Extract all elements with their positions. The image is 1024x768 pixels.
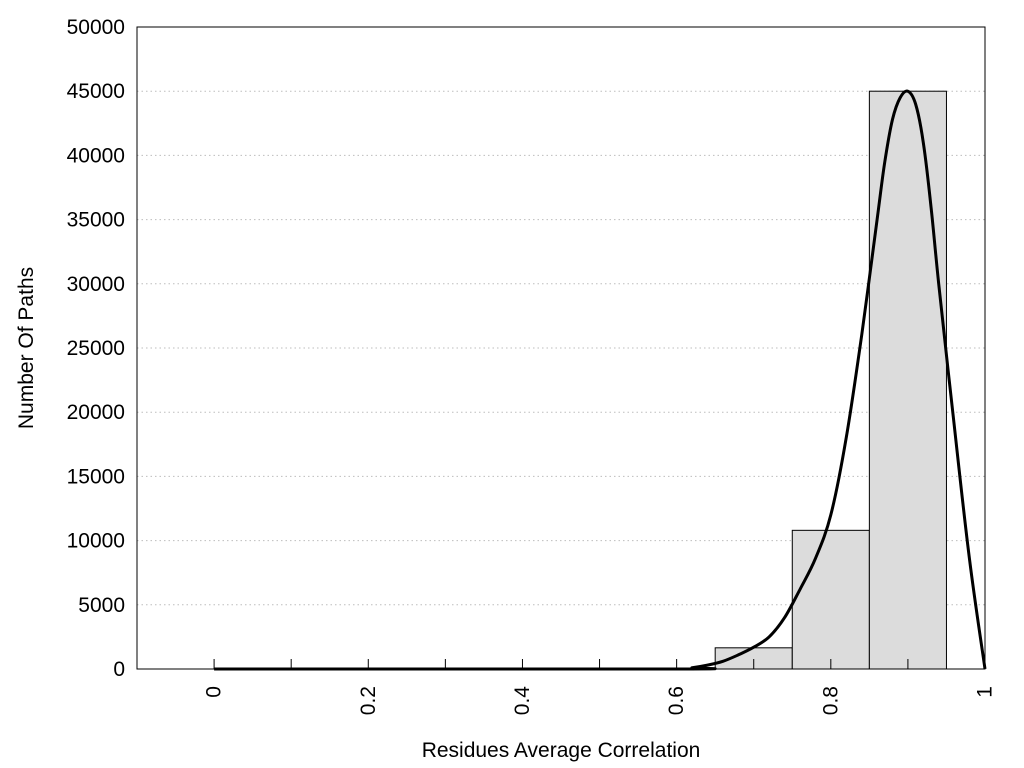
- y-tick-label: 25000: [67, 337, 125, 360]
- grid-lines: [137, 90, 985, 606]
- y-tick-label: 15000: [67, 465, 125, 488]
- y-tick-label: 40000: [67, 144, 125, 167]
- x-tick-label: 0: [203, 686, 226, 698]
- y-tick-label: 20000: [67, 401, 125, 424]
- y-tick-label: 0: [113, 658, 125, 681]
- x-tick-label: 0.4: [511, 686, 534, 716]
- y-tick-label: 45000: [67, 80, 125, 103]
- plot-frame: [136, 26, 986, 670]
- y-tick-label: 5000: [78, 594, 125, 617]
- histogram-bar: [868, 90, 947, 670]
- x-tick-label: 0.2: [357, 686, 380, 715]
- distribution-curve: [214, 89, 987, 671]
- x-tick-label: 1: [974, 686, 997, 698]
- x-axis-title: Residues Average Correlation: [422, 739, 701, 762]
- bars: [714, 90, 947, 670]
- y-axis-title: Number Of Paths: [15, 267, 38, 429]
- x-tick-label: 0.6: [665, 686, 688, 715]
- fit-curve: [214, 89, 987, 671]
- x-tick-label: 0.8: [819, 686, 842, 715]
- y-tick-label: 10000: [67, 530, 125, 553]
- y-tick-label: 50000: [67, 16, 125, 39]
- y-tick-label: 30000: [67, 273, 125, 296]
- histogram-bar: [791, 529, 870, 670]
- y-tick-label: 35000: [67, 209, 125, 232]
- axis-ticks: 0 5000 10000 15000 20000 25000 30000 35000 40000…: [67, 16, 997, 715]
